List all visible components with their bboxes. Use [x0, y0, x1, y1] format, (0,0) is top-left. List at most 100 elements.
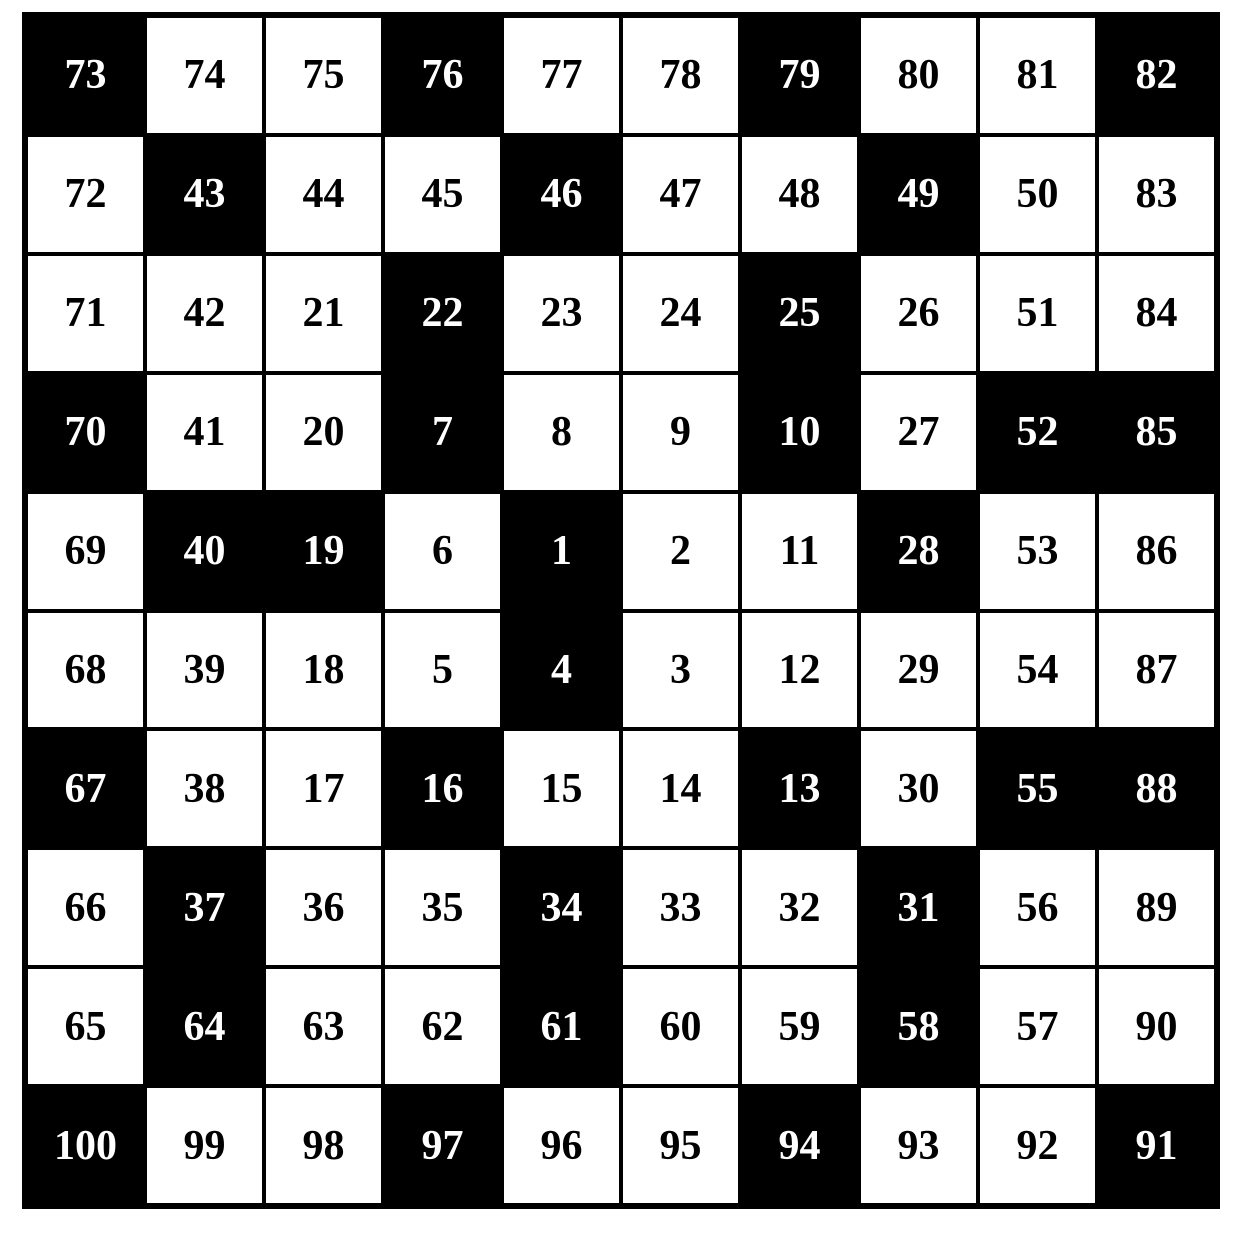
- grid-cell: 42: [147, 256, 262, 371]
- grid-cell: 75: [266, 18, 381, 133]
- grid-cell: 63: [266, 969, 381, 1084]
- grid-cell: 87: [1099, 613, 1214, 728]
- grid-cell: 68: [28, 613, 143, 728]
- grid-cell: 5: [385, 613, 500, 728]
- grid-cell: 85: [1099, 375, 1214, 490]
- grid-cell: 2: [623, 494, 738, 609]
- grid-cell: 71: [28, 256, 143, 371]
- grid-cell: 97: [385, 1088, 500, 1203]
- grid-cell: 83: [1099, 137, 1214, 252]
- grid-cell: 25: [742, 256, 857, 371]
- grid-cell: 54: [980, 613, 1095, 728]
- grid-cell: 62: [385, 969, 500, 1084]
- grid-cell: 14: [623, 731, 738, 846]
- grid-cell: 9: [623, 375, 738, 490]
- grid-cell: 30: [861, 731, 976, 846]
- grid-cell: 43: [147, 137, 262, 252]
- grid-cell: 90: [1099, 969, 1214, 1084]
- grid-cell: 53: [980, 494, 1095, 609]
- grid-cell: 84: [1099, 256, 1214, 371]
- grid-cell: 55: [980, 731, 1095, 846]
- grid-cell: 76: [385, 18, 500, 133]
- grid-cell: 69: [28, 494, 143, 609]
- grid-cell: 24: [623, 256, 738, 371]
- grid-cell: 99: [147, 1088, 262, 1203]
- canvas: 7374757677787980818272434445464748495083…: [0, 0, 1240, 1239]
- grid-cell: 26: [861, 256, 976, 371]
- grid-cell: 29: [861, 613, 976, 728]
- grid-cell: 37: [147, 850, 262, 965]
- grid-cell: 56: [980, 850, 1095, 965]
- grid-cell: 46: [504, 137, 619, 252]
- grid-cell: 49: [861, 137, 976, 252]
- grid-cell: 94: [742, 1088, 857, 1203]
- grid-cell: 28: [861, 494, 976, 609]
- grid-cell: 15: [504, 731, 619, 846]
- grid-cell: 51: [980, 256, 1095, 371]
- grid-cell: 91: [1099, 1088, 1214, 1203]
- grid-cell: 27: [861, 375, 976, 490]
- grid-cell: 39: [147, 613, 262, 728]
- grid-cell: 35: [385, 850, 500, 965]
- grid-cell: 12: [742, 613, 857, 728]
- grid-cell: 4: [504, 613, 619, 728]
- grid-cell: 40: [147, 494, 262, 609]
- grid-cell: 66: [28, 850, 143, 965]
- grid-cell: 41: [147, 375, 262, 490]
- grid-cell: 77: [504, 18, 619, 133]
- grid-cell: 88: [1099, 731, 1214, 846]
- grid-cell: 92: [980, 1088, 1095, 1203]
- grid-cell: 74: [147, 18, 262, 133]
- grid-cell: 100: [28, 1088, 143, 1203]
- grid-cell: 50: [980, 137, 1095, 252]
- grid-cell: 19: [266, 494, 381, 609]
- grid-cell: 95: [623, 1088, 738, 1203]
- grid-cell: 21: [266, 256, 381, 371]
- grid-cell: 73: [28, 18, 143, 133]
- grid-cell: 16: [385, 731, 500, 846]
- grid-cell: 32: [742, 850, 857, 965]
- grid-cell: 48: [742, 137, 857, 252]
- grid-cell: 34: [504, 850, 619, 965]
- grid-cell: 93: [861, 1088, 976, 1203]
- grid-cell: 57: [980, 969, 1095, 1084]
- grid-cell: 3: [623, 613, 738, 728]
- number-grid: 7374757677787980818272434445464748495083…: [22, 12, 1220, 1209]
- grid-cell: 52: [980, 375, 1095, 490]
- grid-cell: 6: [385, 494, 500, 609]
- grid-cell: 72: [28, 137, 143, 252]
- grid-cell: 80: [861, 18, 976, 133]
- grid-cell: 13: [742, 731, 857, 846]
- grid-cell: 81: [980, 18, 1095, 133]
- grid-cell: 70: [28, 375, 143, 490]
- grid-cell: 45: [385, 137, 500, 252]
- grid-cell: 23: [504, 256, 619, 371]
- grid-cell: 98: [266, 1088, 381, 1203]
- grid-cell: 61: [504, 969, 619, 1084]
- grid-cell: 20: [266, 375, 381, 490]
- grid-cell: 31: [861, 850, 976, 965]
- grid-cell: 47: [623, 137, 738, 252]
- grid-cell: 65: [28, 969, 143, 1084]
- grid-cell: 10: [742, 375, 857, 490]
- grid-cell: 36: [266, 850, 381, 965]
- grid-cell: 58: [861, 969, 976, 1084]
- grid-cell: 82: [1099, 18, 1214, 133]
- grid-cell: 60: [623, 969, 738, 1084]
- grid-cell: 38: [147, 731, 262, 846]
- grid-cell: 44: [266, 137, 381, 252]
- grid-cell: 18: [266, 613, 381, 728]
- grid-cell: 8: [504, 375, 619, 490]
- grid-cell: 67: [28, 731, 143, 846]
- grid-cell: 1: [504, 494, 619, 609]
- grid-cell: 86: [1099, 494, 1214, 609]
- grid-cell: 96: [504, 1088, 619, 1203]
- grid-cell: 33: [623, 850, 738, 965]
- grid-cell: 59: [742, 969, 857, 1084]
- grid-cell: 64: [147, 969, 262, 1084]
- grid-cell: 7: [385, 375, 500, 490]
- grid-cell: 11: [742, 494, 857, 609]
- grid-cell: 22: [385, 256, 500, 371]
- grid-cell: 79: [742, 18, 857, 133]
- grid-cell: 89: [1099, 850, 1214, 965]
